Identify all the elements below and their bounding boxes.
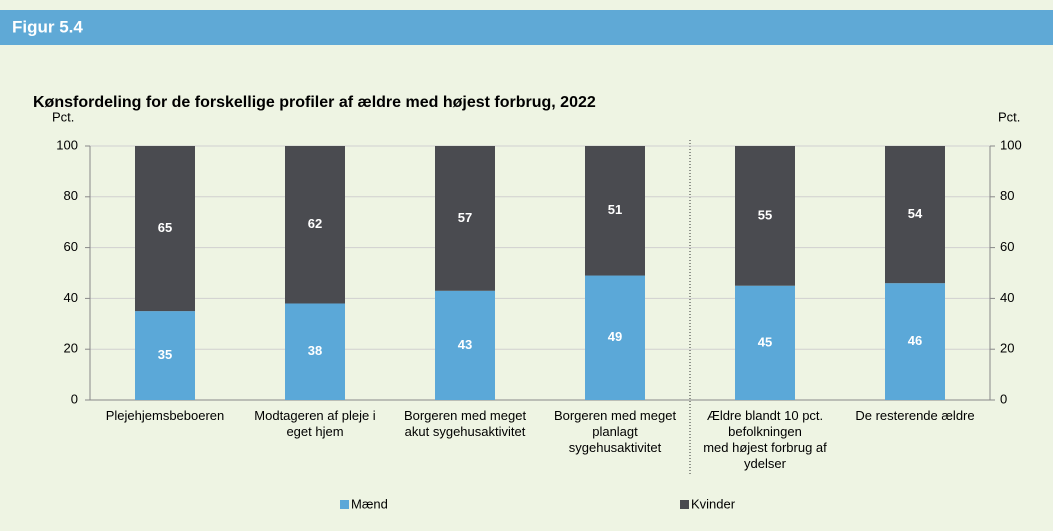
y2-tick-label: 0 (1000, 391, 1007, 406)
x-tick-label: De resterende ældre (855, 408, 974, 423)
x-tick-label: Modtageren af pleje i eget hjem (254, 408, 376, 439)
bar-segment (435, 146, 495, 291)
bar-segment (735, 285, 795, 400)
data-label: 57 (458, 210, 472, 225)
x-tick-label: Ældre blandt 10 pct. befolkningen med høje… (703, 408, 827, 471)
y2-tick-label: 100 (1000, 137, 1022, 152)
legend-label: Mænd (351, 496, 388, 511)
y-tick-label: 80 (64, 188, 78, 203)
y-tick-label: 0 (71, 391, 78, 406)
header-bar (0, 10, 1053, 45)
x-tick-label: Borgeren med meget planlagt sygehusaktivit… (554, 408, 677, 455)
legend-swatch (340, 500, 349, 509)
legend-label: Kvinder (691, 496, 736, 511)
y-tick-label: 60 (64, 239, 78, 254)
y-tick-label: 40 (64, 290, 78, 305)
bar-segment (285, 303, 345, 400)
bar-segment (885, 146, 945, 284)
bar-segment (435, 290, 495, 400)
x-tick-label: Plejehjemsbeboeren (106, 408, 225, 423)
y2-axis-label: Pct. (998, 109, 1020, 124)
bar-segment (885, 283, 945, 400)
legend-swatch (680, 500, 689, 509)
data-label: 62 (308, 216, 322, 231)
y-tick-label: 20 (64, 341, 78, 356)
y2-tick-label: 60 (1000, 239, 1014, 254)
bar-segment (735, 146, 795, 286)
data-label: 45 (758, 334, 772, 349)
data-label: 38 (308, 343, 322, 358)
y2-tick-label: 80 (1000, 188, 1014, 203)
data-label: 51 (608, 202, 622, 217)
data-label: 46 (908, 333, 922, 348)
y2-tick-label: 20 (1000, 341, 1014, 356)
header-title: Figur 5.4 (12, 17, 83, 36)
data-label: 49 (608, 329, 622, 344)
bar-segment (585, 146, 645, 276)
y-tick-label: 100 (56, 137, 78, 152)
bar-segment (585, 275, 645, 400)
data-label: 35 (158, 347, 172, 362)
data-label: 55 (758, 207, 772, 222)
data-label: 43 (458, 337, 472, 352)
bar-segment (135, 311, 195, 400)
x-tick-label: Borgeren med meget akut sygehusaktivitet (404, 408, 527, 439)
data-label: 54 (908, 206, 923, 221)
chart-title: Kønsfordeling for de forskellige profile… (33, 94, 596, 111)
bar-segment (285, 146, 345, 304)
bar-segment (135, 146, 195, 312)
data-label: 65 (158, 220, 172, 235)
y2-tick-label: 40 (1000, 290, 1014, 305)
y-axis-label: Pct. (52, 109, 74, 124)
